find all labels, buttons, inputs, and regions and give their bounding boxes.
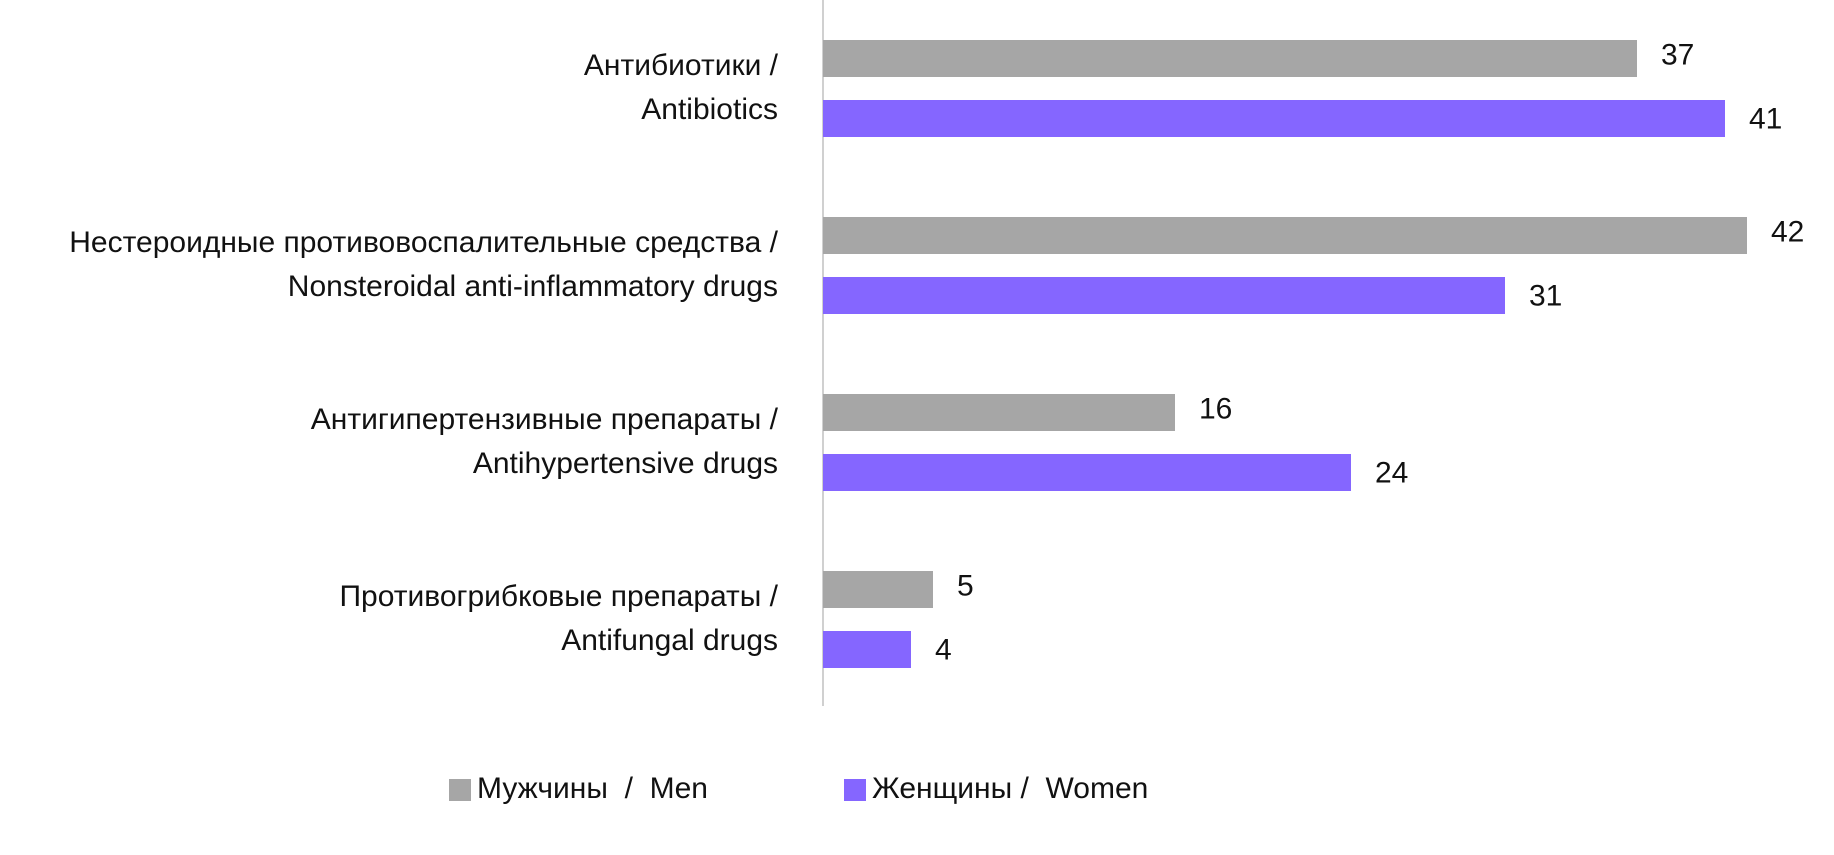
data-label: 16	[1199, 392, 1232, 425]
data-label: 31	[1529, 279, 1562, 312]
data-label: 42	[1771, 215, 1804, 248]
data-label: 24	[1375, 456, 1408, 489]
data-label: 41	[1749, 102, 1782, 135]
category-label: Antihypertensive drugs	[473, 447, 778, 480]
category-label: Антибиотики /	[584, 49, 779, 82]
data-label: 37	[1661, 38, 1694, 71]
bar	[823, 40, 1637, 77]
legend-label: Женщины / Women	[872, 772, 1148, 805]
bar	[823, 217, 1747, 254]
bar	[823, 571, 933, 608]
category-label: Nonsteroidal anti-inflammatory drugs	[288, 270, 778, 303]
category-label: Нестероидные противовоспалительные средс…	[69, 226, 778, 259]
category-label: Антигипертензивные препараты /	[311, 403, 779, 436]
data-label: 4	[935, 633, 952, 666]
legend-label: Мужчины / Men	[477, 772, 708, 805]
bar	[823, 394, 1175, 431]
data-label: 5	[957, 569, 974, 602]
bar	[823, 100, 1725, 137]
bar	[823, 454, 1351, 491]
legend-swatch	[449, 779, 471, 801]
category-label: Antifungal drugs	[561, 624, 778, 657]
category-label: Antibiotics	[641, 93, 778, 126]
bar	[823, 277, 1505, 314]
bar	[823, 631, 911, 668]
legend-swatch	[844, 779, 866, 801]
category-label: Противогрибковые препараты /	[339, 580, 778, 613]
